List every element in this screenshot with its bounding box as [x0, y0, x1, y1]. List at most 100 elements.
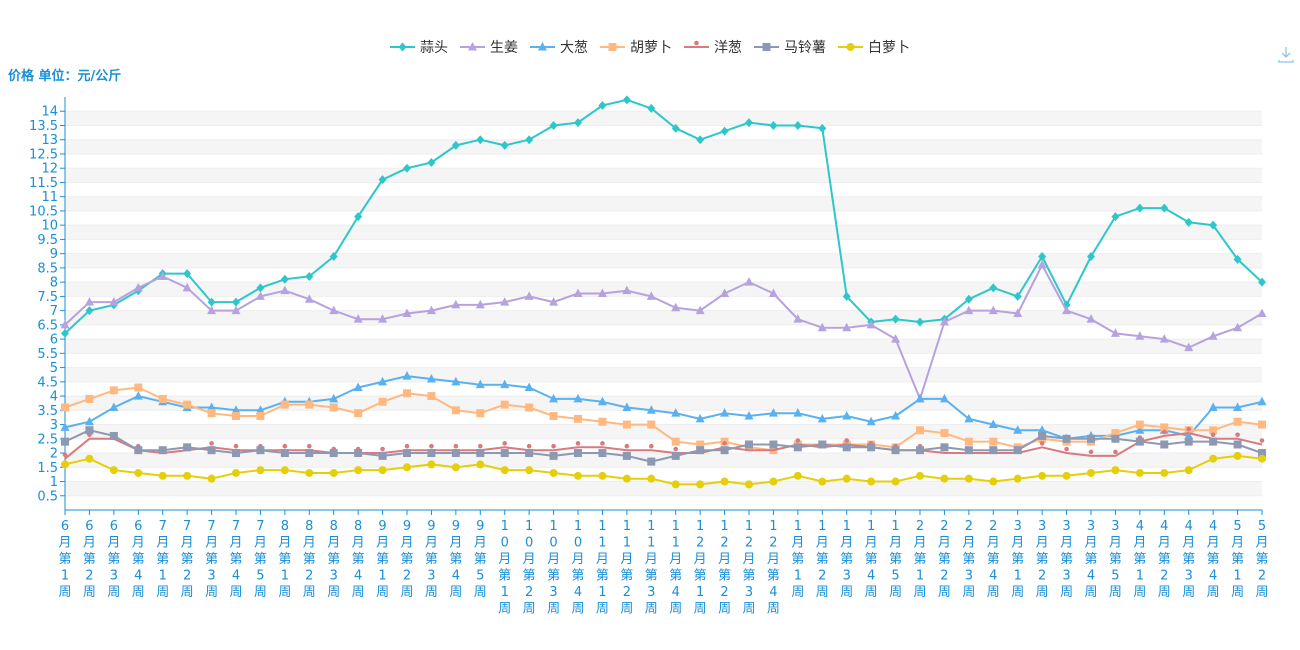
data-point[interactable]	[158, 394, 167, 403]
data-point[interactable]	[475, 299, 485, 309]
data-point[interactable]	[500, 297, 510, 306]
data-point[interactable]	[232, 412, 240, 421]
data-point[interactable]	[158, 271, 168, 280]
data-point[interactable]	[989, 446, 998, 455]
data-point[interactable]	[353, 314, 363, 323]
data-point[interactable]	[256, 466, 265, 475]
data-point[interactable]	[183, 400, 192, 409]
data-point[interactable]	[85, 394, 94, 403]
data-point[interactable]	[61, 403, 69, 412]
data-point[interactable]	[1087, 252, 1095, 262]
data-point[interactable]	[207, 305, 217, 315]
data-point[interactable]	[1111, 466, 1120, 475]
data-point[interactable]	[964, 446, 973, 455]
data-point[interactable]	[598, 471, 607, 480]
data-point[interactable]	[1208, 402, 1218, 411]
data-point[interactable]	[745, 480, 753, 489]
data-point[interactable]	[61, 460, 69, 469]
data-point[interactable]	[1062, 471, 1071, 480]
data-point[interactable]	[1184, 430, 1194, 440]
data-point[interactable]	[207, 297, 216, 307]
data-point[interactable]	[429, 443, 434, 449]
data-point[interactable]	[622, 402, 632, 411]
data-point[interactable]	[1235, 432, 1240, 438]
data-point[interactable]	[769, 477, 778, 486]
data-point[interactable]	[183, 471, 192, 480]
data-point[interactable]	[842, 443, 851, 452]
data-point[interactable]	[817, 413, 827, 423]
data-point[interactable]	[720, 288, 730, 298]
data-point[interactable]	[915, 393, 925, 403]
data-point[interactable]	[1184, 217, 1193, 227]
data-point[interactable]	[476, 460, 485, 469]
data-point[interactable]	[647, 103, 656, 113]
legend-item[interactable]: 白萝卜	[838, 40, 910, 56]
data-point[interactable]	[282, 443, 288, 449]
data-point[interactable]	[720, 477, 729, 486]
data-point[interactable]	[1258, 454, 1266, 463]
data-point[interactable]	[60, 422, 70, 431]
data-point[interactable]	[1208, 331, 1218, 340]
data-point[interactable]	[451, 376, 461, 386]
data-point[interactable]	[696, 480, 705, 489]
data-point[interactable]	[696, 446, 705, 455]
data-point[interactable]	[1088, 449, 1094, 455]
data-point[interactable]	[695, 305, 705, 315]
data-point[interactable]	[403, 449, 411, 458]
data-point[interactable]	[598, 417, 607, 426]
data-point[interactable]	[1135, 437, 1144, 446]
data-point[interactable]	[427, 392, 436, 401]
data-point[interactable]	[671, 451, 680, 460]
data-point[interactable]	[1013, 446, 1022, 455]
data-point[interactable]	[61, 328, 69, 338]
legend-item[interactable]: 马铃薯	[754, 40, 826, 56]
data-point[interactable]	[305, 271, 314, 281]
data-point[interactable]	[575, 441, 581, 446]
data-point[interactable]	[867, 443, 876, 452]
data-point[interactable]	[451, 299, 461, 309]
data-point[interactable]	[1159, 334, 1169, 343]
data-point[interactable]	[1209, 454, 1218, 463]
data-point[interactable]	[842, 322, 852, 332]
data-point[interactable]	[867, 477, 876, 486]
data-point[interactable]	[744, 277, 754, 286]
data-point[interactable]	[1135, 420, 1144, 429]
data-point[interactable]	[500, 400, 509, 409]
data-point[interactable]	[1013, 474, 1022, 483]
data-point[interactable]	[1209, 426, 1218, 435]
data-point[interactable]	[305, 449, 314, 458]
data-point[interactable]	[500, 449, 509, 458]
data-point[interactable]	[916, 446, 924, 455]
data-point[interactable]	[964, 294, 973, 304]
data-point[interactable]	[476, 449, 485, 458]
data-point[interactable]	[280, 285, 290, 295]
data-point[interactable]	[574, 449, 582, 458]
data-point[interactable]	[891, 334, 901, 343]
legend[interactable]: 蒜头 生姜 大葱 胡萝卜 洋葱 马铃薯 白萝卜	[390, 40, 910, 56]
data-point[interactable]	[1233, 417, 1242, 426]
data-point[interactable]	[940, 429, 949, 438]
data-point[interactable]	[622, 420, 631, 429]
legend-marker[interactable]	[846, 43, 855, 51]
data-point[interactable]	[769, 120, 778, 130]
data-point[interactable]	[525, 135, 534, 145]
data-point[interactable]	[573, 393, 583, 403]
data-point[interactable]	[671, 437, 680, 446]
legend-item[interactable]: 胡萝卜	[600, 40, 672, 56]
data-point[interactable]	[427, 460, 436, 469]
data-point[interactable]	[551, 443, 556, 449]
data-point[interactable]	[109, 297, 119, 306]
data-point[interactable]	[403, 163, 411, 173]
data-point[interactable]	[597, 396, 607, 406]
data-point[interactable]	[622, 95, 631, 105]
data-point[interactable]	[378, 466, 387, 475]
data-point[interactable]	[549, 451, 558, 460]
data-point[interactable]	[329, 403, 338, 412]
data-point[interactable]	[891, 314, 900, 324]
data-point[interactable]	[255, 291, 265, 300]
data-point[interactable]	[549, 468, 558, 477]
legend-marker[interactable]	[468, 42, 477, 51]
data-point[interactable]	[1110, 328, 1120, 337]
data-point[interactable]	[60, 319, 70, 329]
data-point[interactable]	[500, 140, 509, 150]
